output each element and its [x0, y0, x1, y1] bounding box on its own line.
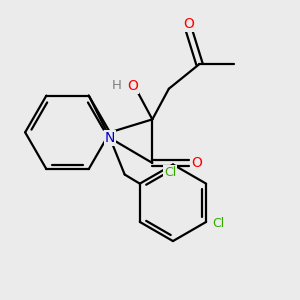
Text: H: H: [112, 79, 122, 92]
Text: Cl: Cl: [164, 166, 176, 179]
Text: O: O: [183, 17, 194, 31]
Text: N: N: [105, 131, 115, 145]
Text: O: O: [191, 156, 202, 170]
Text: Cl: Cl: [212, 217, 224, 230]
Text: O: O: [128, 79, 138, 93]
